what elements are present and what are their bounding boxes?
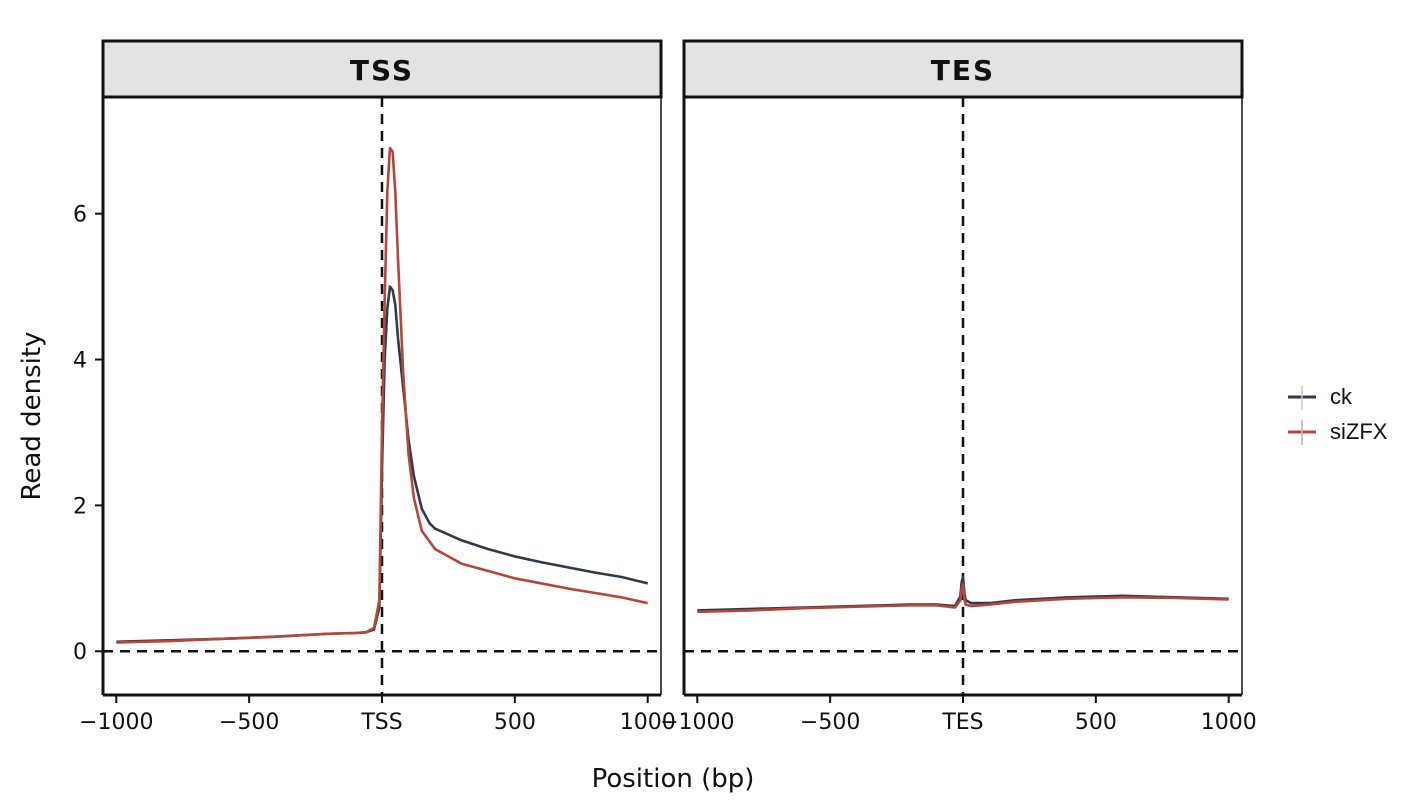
x-tick-label: 1000 bbox=[1201, 710, 1257, 735]
strip-tes bbox=[682, 39, 1244, 99]
x-tick-label: −500 bbox=[800, 710, 860, 735]
x-tick-label: TSS bbox=[360, 710, 402, 735]
x-tick-label: TES bbox=[941, 710, 983, 735]
panel-tss: TSS 0 2 4 6 −1000 −500 TSS 500 1000 bbox=[73, 39, 676, 735]
x-tick-label: 1000 bbox=[620, 710, 676, 735]
series-line-sizfx bbox=[116, 146, 648, 644]
y-axis-title: Read density bbox=[17, 332, 47, 501]
legend-label-sizfx: siZFX bbox=[1330, 419, 1388, 444]
strip-tss bbox=[101, 39, 663, 99]
panel-tes: TES −1000 −500 TES 500 1000 bbox=[660, 39, 1257, 735]
y-tick-label: 4 bbox=[73, 349, 87, 374]
legend-item-ck: ck bbox=[1288, 384, 1353, 410]
legend: ck siZFX bbox=[1288, 384, 1388, 445]
x-tick-label: 500 bbox=[1075, 710, 1117, 735]
x-tick-label: −500 bbox=[219, 710, 279, 735]
strip-label: TES bbox=[931, 54, 995, 87]
y-tick-label: 0 bbox=[73, 640, 87, 665]
legend-item-sizfx: siZFX bbox=[1288, 419, 1388, 445]
x-axis-title: Position (bp) bbox=[592, 764, 755, 794]
y-tick-label: 6 bbox=[73, 203, 87, 228]
legend-label-ck: ck bbox=[1330, 384, 1353, 409]
x-tick-label: 500 bbox=[494, 710, 536, 735]
x-tick-label: −1000 bbox=[79, 710, 153, 735]
series-line-sizfx bbox=[697, 582, 1229, 614]
strip-label: TSS bbox=[350, 54, 414, 87]
x-tick-label: −1000 bbox=[660, 710, 734, 735]
y-tick-label: 2 bbox=[73, 494, 87, 519]
